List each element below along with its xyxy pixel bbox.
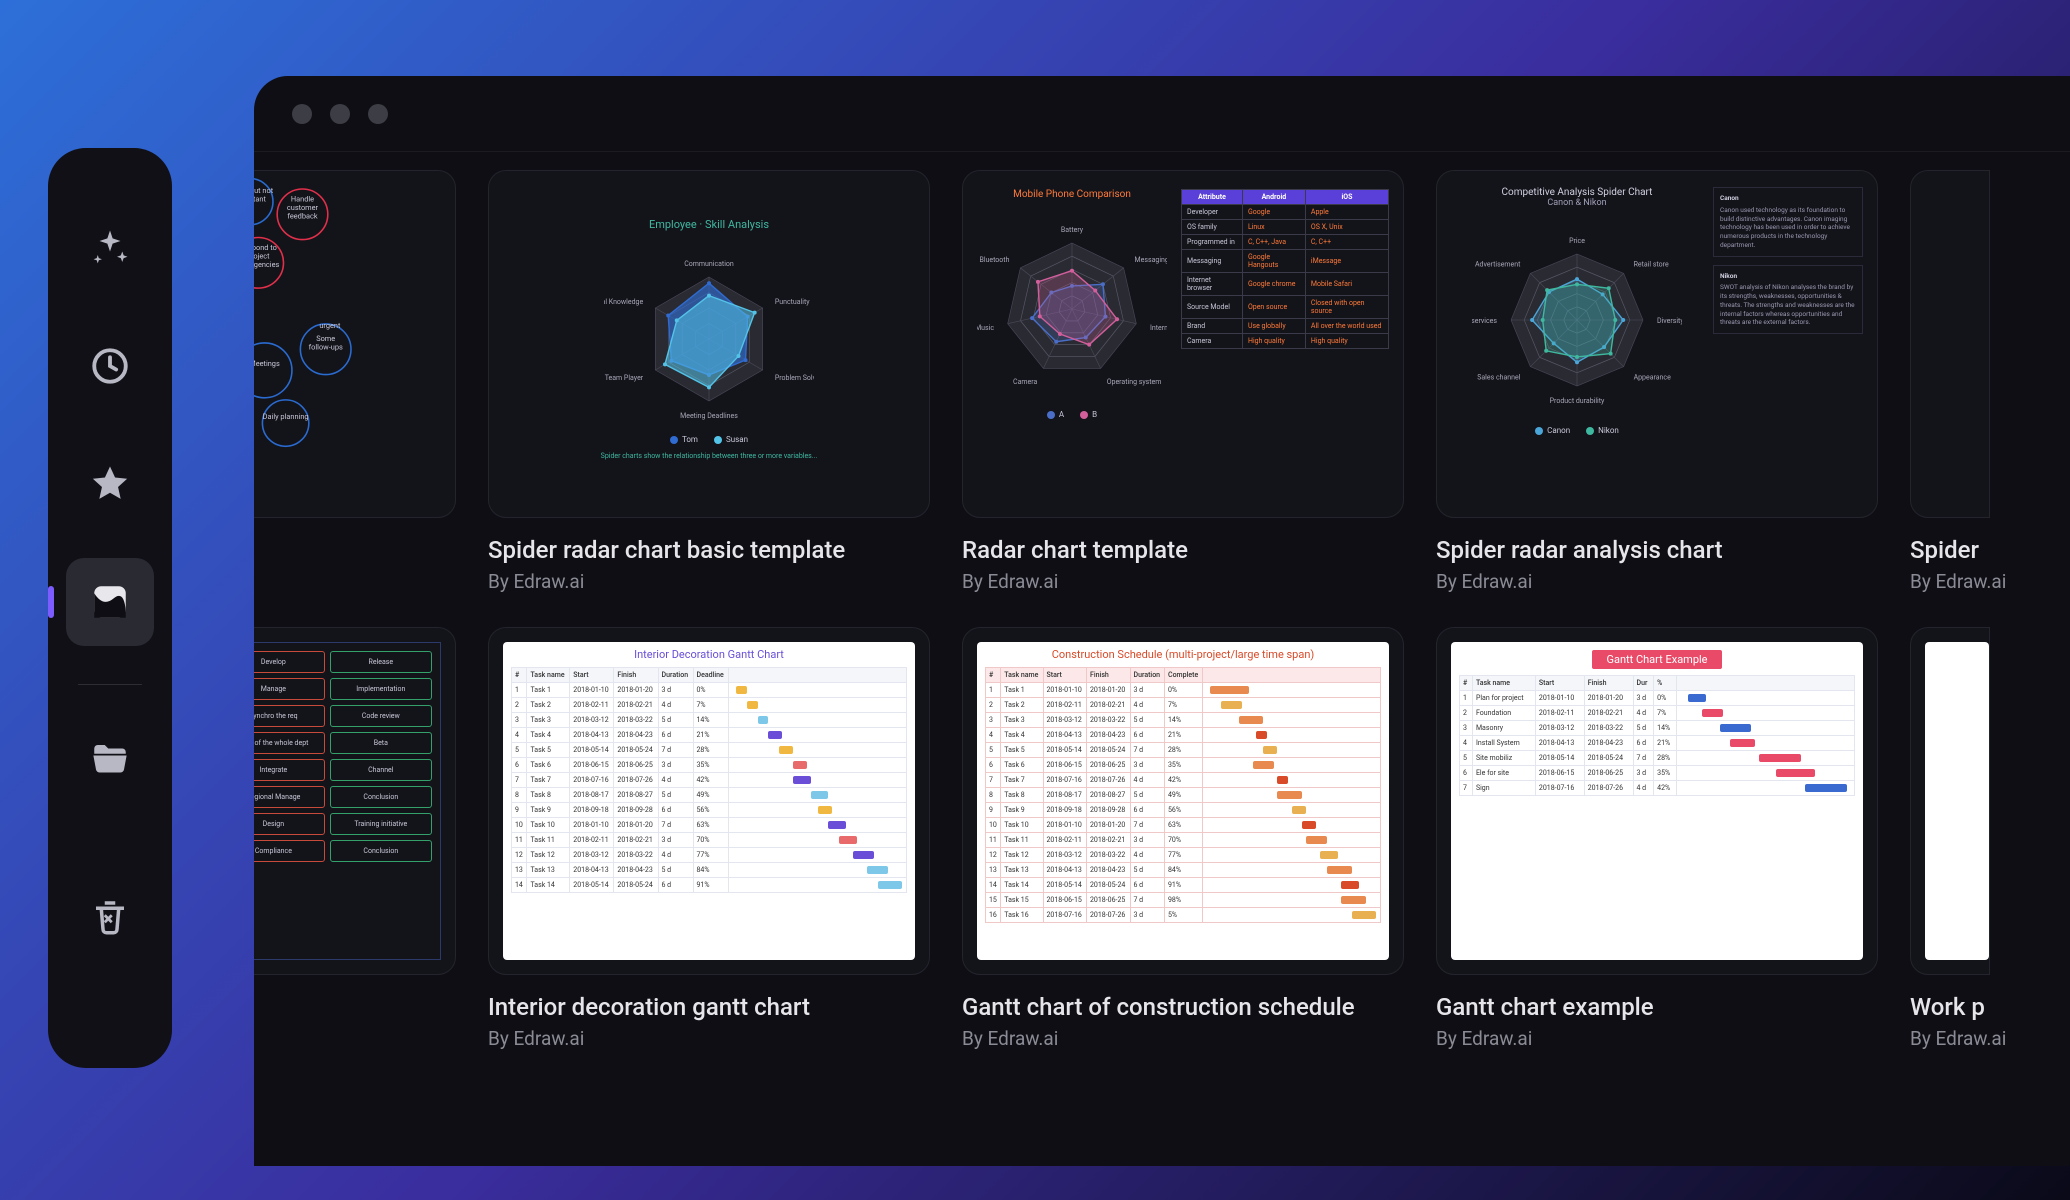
svg-text:Diversity: Diversity (1657, 317, 1682, 325)
svg-text:Meeting Deadlines: Meeting Deadlines (680, 412, 738, 420)
template-author: By Edraw.ai (962, 570, 1404, 593)
nav-templates[interactable] (66, 558, 154, 646)
svg-text:Daily planning: Daily planning (263, 412, 309, 421)
template-thumb (1910, 627, 1990, 975)
template-card[interactable]: Spider By Edraw.ai (1910, 170, 2006, 593)
svg-text:Problem Solving: Problem Solving (775, 374, 814, 382)
template-card[interactable]: Mobile Phone Comparison BatteryMessaging… (962, 170, 1404, 593)
template-card[interactable]: Interior Decoration Gantt Chart #Task na… (488, 627, 930, 1050)
template-author: By Edraw.ai (1436, 570, 1878, 593)
svg-text:follow-ups: follow-ups (309, 342, 343, 351)
svg-text:Appearance: Appearance (1634, 374, 1672, 382)
gallery-row: RequirementsDevelopReleasePlanning and d… (254, 627, 2070, 1050)
template-title: work tasks (254, 536, 456, 564)
template-thumb: Construction Schedule (multi-project/lar… (962, 627, 1404, 975)
template-author: By Edraw.ai (1436, 1027, 1878, 1050)
svg-text:feedback: feedback (287, 212, 317, 221)
svg-text:Music: Music (977, 324, 994, 332)
svg-text:Camera: Camera (1013, 378, 1037, 386)
svg-text:Operating system: Operating system (1107, 378, 1162, 386)
template-title: chart (254, 993, 456, 1021)
template-title: Spider radar analysis chart (1436, 536, 1878, 564)
svg-text:Retail store: Retail store (1634, 260, 1669, 268)
template-card[interactable]: RequirementsDevelopReleasePlanning and d… (254, 627, 456, 1050)
nav-trash[interactable] (66, 873, 154, 961)
svg-text:Team Player: Team Player (605, 374, 644, 382)
svg-text:After sales services: After sales services (1472, 317, 1497, 325)
svg-text:Sales channel: Sales channel (1477, 374, 1520, 382)
template-thumb: Competitive Analysis Spider Chart Canon … (1436, 170, 1878, 518)
sidebar (48, 148, 172, 1068)
traffic-light-min[interactable] (330, 104, 350, 124)
svg-text:Punctuality: Punctuality (775, 298, 810, 306)
svg-text:Bluetooth: Bluetooth (979, 256, 1009, 264)
template-title: Spider (1910, 536, 2006, 564)
template-title: Interior decoration gantt chart (488, 993, 930, 1021)
template-title: Gantt chart example (1436, 993, 1878, 1021)
svg-text:important: important (254, 195, 266, 204)
traffic-light-max[interactable] (368, 104, 388, 124)
template-card[interactable]: Gantt Chart Example #Task nameStartFinis… (1436, 627, 1878, 1050)
template-title: Spider radar chart basic template (488, 536, 930, 564)
svg-text:Advertisement: Advertisement (1475, 260, 1521, 268)
nav-ai[interactable] (66, 204, 154, 292)
template-thumb: Gantt Chart Example #Task nameStartFinis… (1436, 627, 1878, 975)
nav-divider (78, 684, 142, 685)
main-window: Important andurgentDo it nowUrgent but n… (254, 76, 2070, 1166)
template-author: By Edraw.ai (962, 1027, 1404, 1050)
template-thumb: Employee · Skill Analysis CommunicationP… (488, 170, 930, 518)
template-card[interactable]: Construction Schedule (multi-project/lar… (962, 627, 1404, 1050)
template-author: By Edraw.ai (1910, 1027, 2006, 1050)
svg-text:Battery: Battery (1061, 226, 1084, 234)
traffic-light-close[interactable] (292, 104, 312, 124)
svg-text:urgent: urgent (319, 321, 341, 330)
template-author: By Edraw.ai (488, 1027, 930, 1050)
svg-text:Meetings: Meetings (254, 359, 280, 368)
nav-favorites[interactable] (66, 440, 154, 528)
gallery-row: Important andurgentDo it nowUrgent but n… (254, 170, 2070, 593)
comparison-table: AttributeAndroidiOSDeveloperGoogleAppleO… (1181, 189, 1389, 349)
svg-text:Internet browsing: Internet browsing (1150, 324, 1167, 332)
template-thumb (1910, 170, 1990, 518)
svg-text:emergencies: emergencies (254, 260, 279, 269)
template-author: By Edraw.ai (1910, 570, 2006, 593)
svg-text:Price: Price (1569, 237, 1585, 245)
nav-folder[interactable] (66, 715, 154, 803)
template-thumb: RequirementsDevelopReleasePlanning and d… (254, 627, 456, 975)
template-card[interactable]: Important andurgentDo it nowUrgent but n… (254, 170, 456, 593)
template-card[interactable]: Work p By Edraw.ai (1910, 627, 2006, 1050)
template-card[interactable]: Competitive Analysis Spider Chart Canon … (1436, 170, 1878, 593)
svg-text:Technical Knowledge: Technical Knowledge (604, 298, 643, 306)
template-card[interactable]: Employee · Skill Analysis CommunicationP… (488, 170, 930, 593)
svg-text:Communication: Communication (684, 260, 734, 268)
template-thumb: Mobile Phone Comparison BatteryMessaging… (962, 170, 1404, 518)
svg-text:Messaging: Messaging (1135, 256, 1167, 264)
template-title: Gantt chart of construction schedule (962, 993, 1404, 1021)
svg-text:Product durability: Product durability (1550, 397, 1605, 405)
template-thumb: Important andurgentDo it nowUrgent but n… (254, 170, 456, 518)
template-thumb: Interior Decoration Gantt Chart #Task na… (488, 627, 930, 975)
template-title: Work p (1910, 993, 2006, 1021)
template-gallery: Important andurgentDo it nowUrgent but n… (254, 152, 2070, 1050)
template-title: Radar chart template (962, 536, 1404, 564)
titlebar (254, 76, 2070, 152)
nav-recent[interactable] (66, 322, 154, 410)
template-author: By Edraw.ai (488, 570, 930, 593)
